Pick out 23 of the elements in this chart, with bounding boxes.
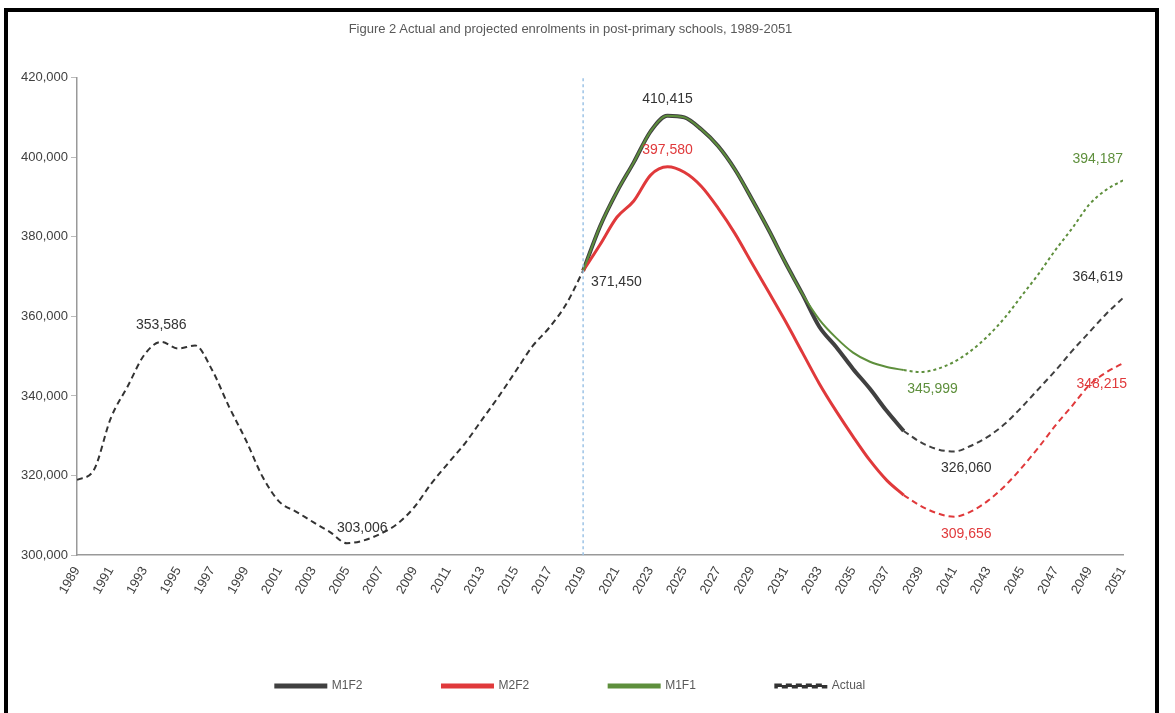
annotation: 348,215	[1076, 375, 1128, 392]
annotation: 345,999	[907, 379, 959, 396]
legend-label: Actual	[831, 678, 866, 693]
annotation: 309,656	[940, 524, 992, 541]
y-tick-label: 380,000	[20, 228, 68, 244]
legend-label: M2F2	[498, 678, 530, 693]
annotation: 364,619	[1072, 267, 1124, 284]
y-tick-label: 300,000	[20, 546, 68, 562]
y-tick-label: 420,000	[20, 69, 68, 85]
annotation: 410,415	[642, 89, 693, 106]
y-tick-label: 340,000	[20, 387, 68, 403]
annotation: 394,187	[1072, 150, 1124, 167]
annotation: 353,586	[136, 315, 187, 332]
legend-label: M1F2	[331, 678, 363, 693]
annotation: 397,580	[642, 140, 693, 157]
annotation: 303,006	[336, 519, 388, 536]
legend-label: M1F1	[665, 678, 697, 693]
y-tick-label: 360,000	[20, 307, 68, 323]
annotation: 326,060	[940, 459, 992, 476]
y-tick-label: 320,000	[20, 467, 68, 483]
chart-title: Figure 2 Actual and projected enrolments in post-primary schools, 1989-2051	[348, 21, 793, 37]
annotation: 371,450	[591, 272, 642, 289]
y-tick-label: 400,000	[20, 148, 68, 164]
